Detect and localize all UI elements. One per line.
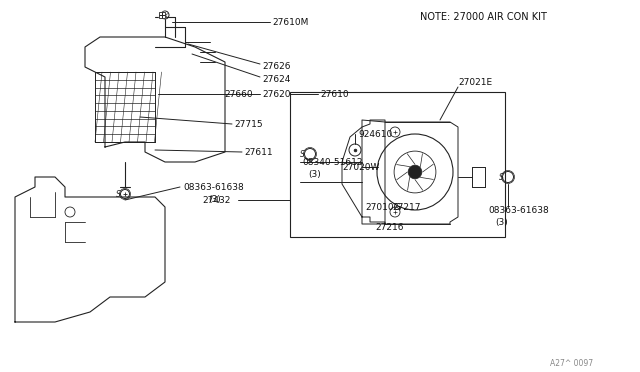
Circle shape bbox=[408, 165, 422, 179]
Text: (3): (3) bbox=[208, 195, 221, 203]
Text: 27620: 27620 bbox=[262, 90, 291, 99]
Text: (3): (3) bbox=[308, 170, 321, 179]
Text: 08363-61638: 08363-61638 bbox=[488, 205, 548, 215]
Text: S: S bbox=[300, 150, 305, 158]
Text: 27020W: 27020W bbox=[342, 163, 380, 171]
Text: 27715: 27715 bbox=[234, 119, 262, 128]
Text: 27217: 27217 bbox=[392, 202, 420, 212]
Text: S: S bbox=[499, 173, 504, 182]
Text: S: S bbox=[116, 189, 120, 199]
Text: 27626: 27626 bbox=[262, 61, 291, 71]
Text: 08340-51612: 08340-51612 bbox=[302, 157, 362, 167]
Text: 27624: 27624 bbox=[262, 74, 291, 83]
Text: 27010G: 27010G bbox=[365, 202, 401, 212]
Text: 08363-61638: 08363-61638 bbox=[183, 183, 244, 192]
Text: 27216: 27216 bbox=[375, 222, 403, 231]
Text: 27611: 27611 bbox=[244, 148, 273, 157]
Text: 924610: 924610 bbox=[358, 129, 392, 138]
Text: 27021E: 27021E bbox=[458, 77, 492, 87]
Text: (3): (3) bbox=[495, 218, 508, 227]
Text: 27432: 27432 bbox=[202, 196, 230, 205]
Text: NOTE: 27000 AIR CON KIT: NOTE: 27000 AIR CON KIT bbox=[420, 12, 547, 22]
Bar bbox=[290, 92, 505, 237]
Text: 27610: 27610 bbox=[320, 90, 349, 99]
Text: 27610M: 27610M bbox=[272, 17, 308, 26]
Text: A27^ 0097: A27^ 0097 bbox=[550, 359, 593, 369]
Text: 27660: 27660 bbox=[224, 90, 253, 99]
